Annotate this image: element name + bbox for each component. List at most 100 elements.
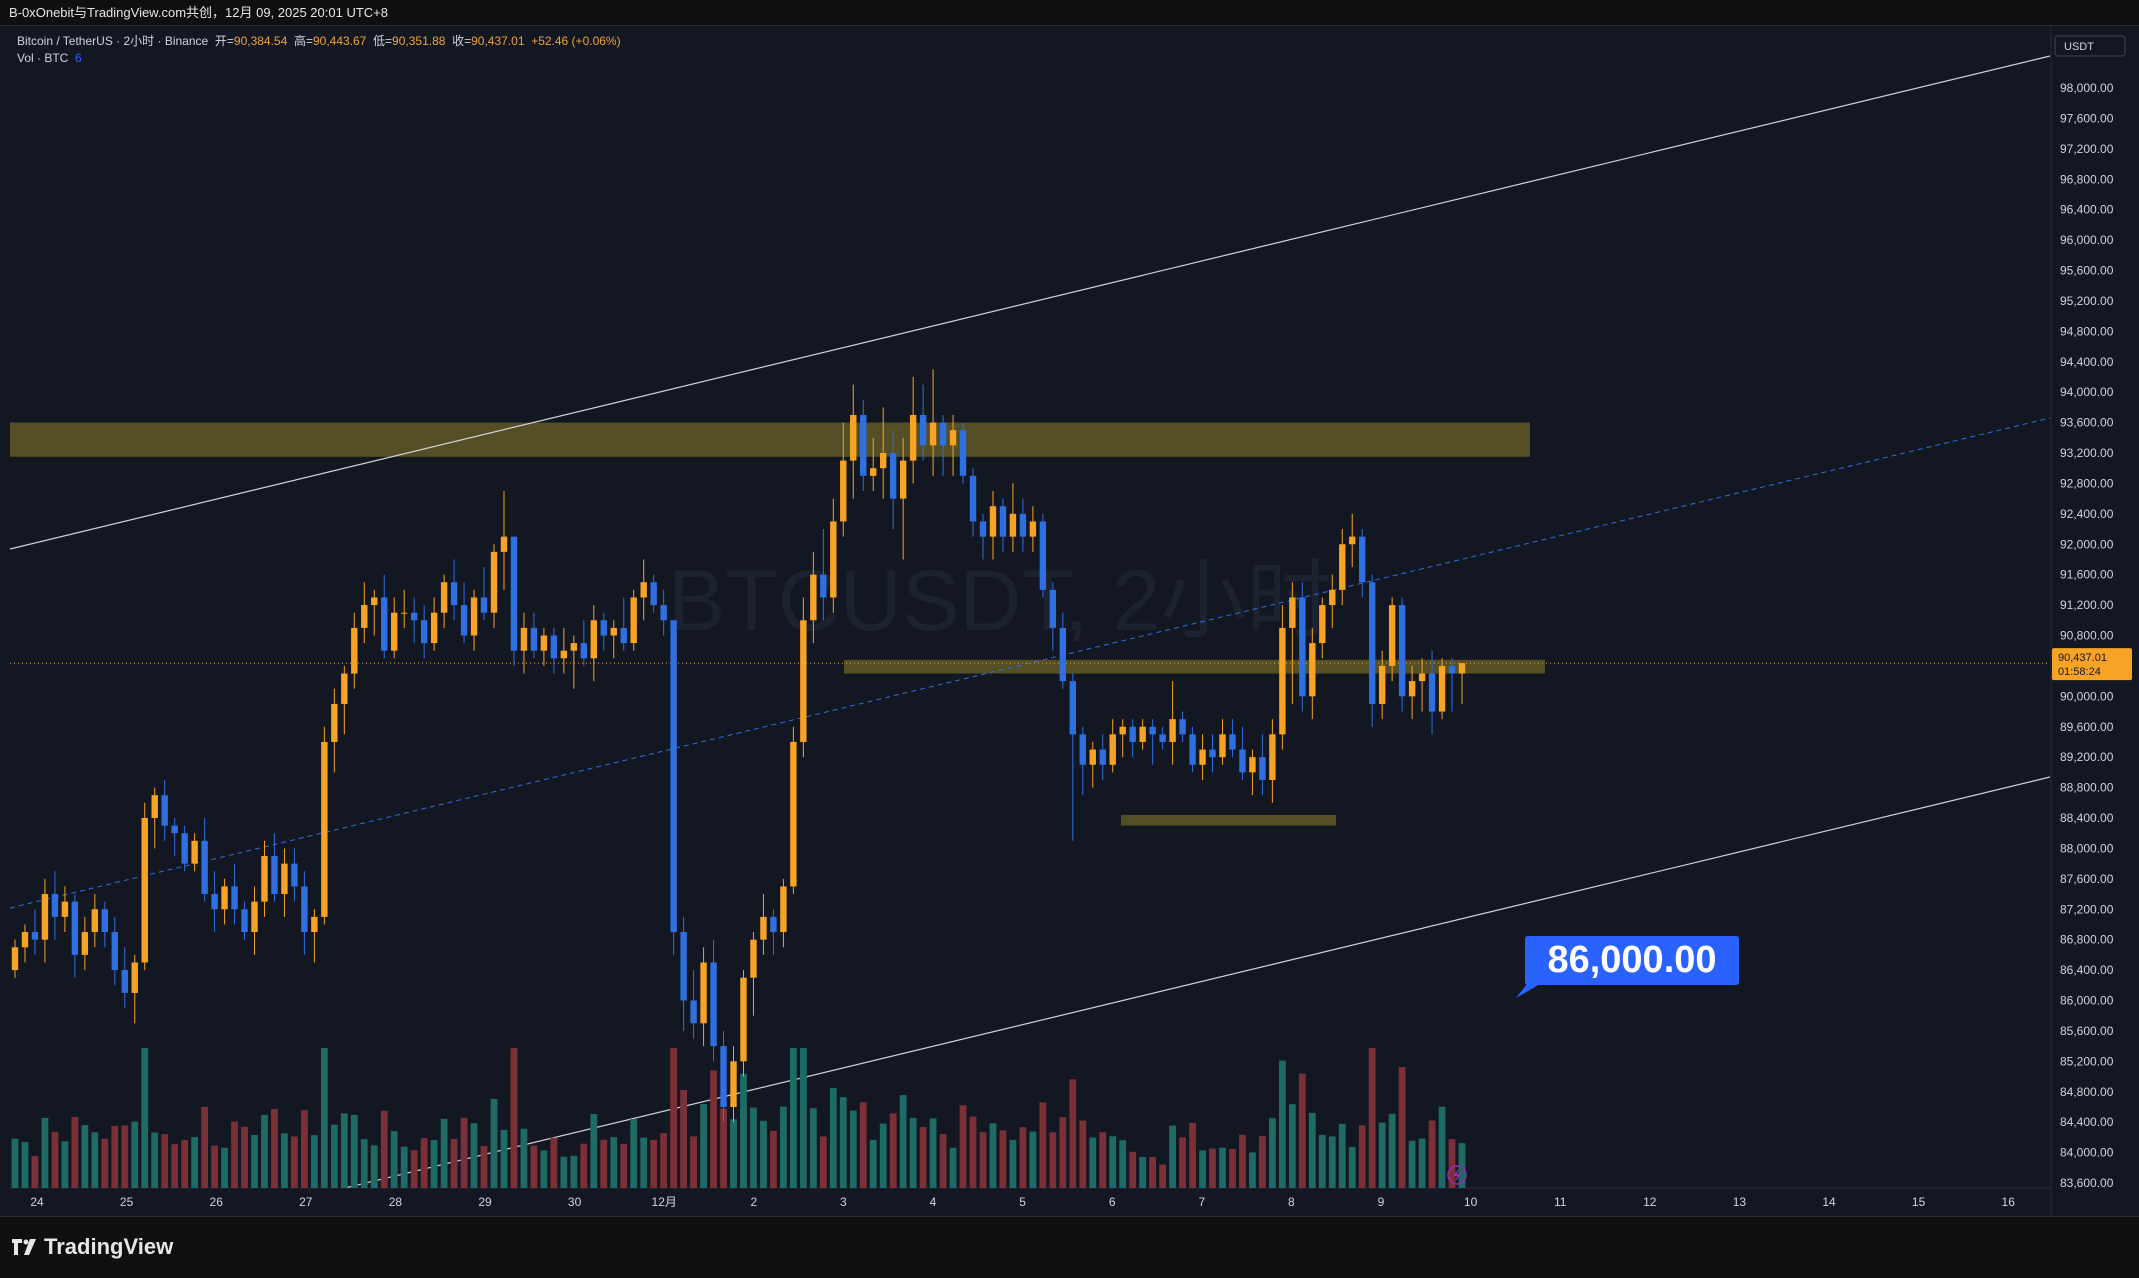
footer-bar (0, 1216, 2139, 1278)
volume-bar (660, 1133, 668, 1188)
chart-title: B-0xOnebit与TradingView.com共创，12月 09, 202… (9, 5, 388, 20)
volume-bar (61, 1141, 69, 1188)
candle-body (71, 901, 79, 955)
candle-body (101, 909, 109, 933)
volume-bar (330, 1124, 338, 1188)
tradingview-logo[interactable]: TradingView (12, 1233, 173, 1261)
price-tick-label: 83,600.00 (2060, 1176, 2114, 1190)
volume-bar (789, 1048, 797, 1188)
price-tick-label: 86,800.00 (2060, 933, 2114, 947)
volume-bar (959, 1105, 967, 1188)
volume-bar (440, 1118, 448, 1188)
candle-body (470, 597, 478, 636)
volume-bar (1119, 1140, 1127, 1188)
trendlines-layer (10, 55, 2050, 1188)
volume-bar (51, 1131, 59, 1188)
channel-lower-line[interactable] (344, 776, 2050, 1188)
candle-body (460, 605, 468, 636)
volume-bar (1448, 1139, 1456, 1188)
channel-mid-line[interactable] (10, 417, 2050, 909)
time-tick-label: 5 (1019, 1195, 1026, 1209)
volume-bar (630, 1119, 638, 1188)
volume-bar (750, 1107, 757, 1188)
channel-upper-line[interactable] (10, 55, 2050, 550)
candle-body (590, 620, 597, 659)
volume-bar (809, 1108, 817, 1188)
volume-bar (1019, 1127, 1027, 1188)
candle-body (1209, 749, 1216, 758)
current-price-badge (2052, 648, 2132, 681)
volume-bar (829, 1087, 837, 1188)
time-tick-label: 3 (840, 1195, 847, 1209)
target-price-badge[interactable] (1525, 936, 1739, 985)
volume-bar (899, 1095, 907, 1188)
volume-bar (1398, 1067, 1406, 1188)
candle-body (989, 506, 997, 537)
candle-body (1339, 544, 1346, 590)
price-tick-label: 92,000.00 (2060, 537, 2114, 551)
volume-bar (939, 1133, 947, 1188)
price-axis[interactable]: 98,000.00 97,600.00 97,200.00 96,800.00 96,4… (2054, 35, 2126, 1190)
chart-area[interactable] (10, 26, 2050, 1216)
candle-body (480, 597, 488, 613)
candle-body (1109, 734, 1116, 765)
candle-body (1408, 681, 1416, 697)
brand-name: TradingView (44, 1234, 174, 1259)
volume-bar (161, 1134, 169, 1188)
price-tick-label: 91,200.00 (2060, 598, 2114, 612)
legend-vol-label: Vol · BTC (17, 51, 69, 65)
time-axis[interactable]: 24 25 26 27 28 29 30 12月 2 3 4 5 6 7 8 9 10 11 12 13 14 15 16 (30, 1195, 2015, 1209)
candle-body (1049, 589, 1057, 628)
candle-body (321, 741, 328, 917)
currency-button[interactable] (2054, 35, 2126, 57)
volume-bar (620, 1143, 628, 1188)
candle-body (850, 414, 857, 461)
price-tick-label: 95,200.00 (2060, 294, 2114, 308)
volume-bar (11, 1138, 19, 1188)
price-zone[interactable] (1121, 814, 1336, 826)
candle-body (780, 886, 787, 933)
candle-body (31, 932, 39, 940)
volume-bar (740, 1073, 747, 1188)
legend-vol-value: 6 (75, 51, 82, 65)
candle-body (231, 886, 238, 910)
price-tick-label: 94,800.00 (2060, 324, 2114, 338)
candle-body (241, 909, 248, 933)
candle-body (510, 536, 518, 651)
watermark: BTCUSDT, 2小时 (668, 553, 1332, 649)
volume-bar (560, 1156, 568, 1188)
price-axis-background[interactable] (2052, 26, 2139, 1216)
candle-body (1119, 726, 1126, 735)
volume-bar (1179, 1137, 1186, 1188)
candle-body (391, 612, 398, 651)
volume-bar (1159, 1164, 1167, 1188)
candle-body (111, 932, 118, 971)
volume-bar (1189, 1122, 1196, 1188)
volume-bar (570, 1155, 578, 1188)
candle-body (1079, 734, 1086, 765)
price-tick-label: 92,800.00 (2060, 476, 2114, 490)
volume-bar (360, 1139, 368, 1188)
candle-body (570, 643, 578, 651)
volume-bar (480, 1146, 488, 1188)
time-tick-label: 11 (1554, 1195, 1567, 1209)
candle-body (1159, 734, 1166, 742)
legend-change: +52.46 (+0.06%) (531, 34, 621, 48)
candle-body (600, 620, 607, 636)
volume-bar (839, 1097, 847, 1188)
candle-body (760, 916, 767, 940)
candle-body (141, 818, 148, 963)
volume-bar (1249, 1152, 1256, 1188)
price-zone[interactable] (10, 422, 1530, 457)
time-tick-label: 27 (299, 1195, 313, 1209)
volume-bar (241, 1126, 248, 1188)
candle-body (720, 1046, 727, 1107)
volume-bar (580, 1143, 588, 1188)
candle-body (281, 863, 288, 895)
price-tick-label: 94,400.00 (2060, 355, 2114, 369)
lightning-icon[interactable] (1447, 1165, 1467, 1185)
volume-bar (1458, 1143, 1466, 1188)
time-tick-label: 12 (1643, 1195, 1657, 1209)
chart-legend: Bitcoin / TetherUS · 2小时 · Binance 开=90,… (17, 33, 621, 67)
